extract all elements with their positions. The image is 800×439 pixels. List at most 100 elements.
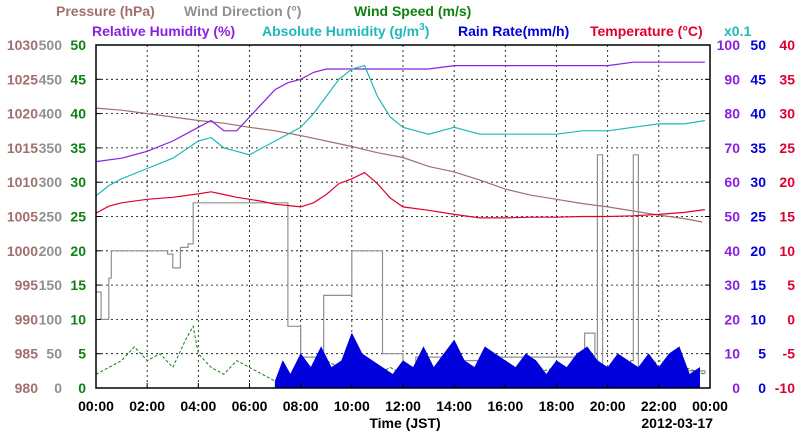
y-tick-pressure: 1015 — [7, 140, 38, 156]
y-tick-temperature: 35 — [779, 71, 795, 87]
y-tick-relative-humidity: 100 — [717, 37, 741, 53]
y-tick-relative-humidity: 70 — [724, 140, 740, 156]
y-tick-pressure: 1010 — [7, 174, 38, 190]
y-tick-rain-rate: 10 — [750, 311, 766, 327]
y-tick-wind-speed: 35 — [70, 140, 86, 156]
header-rain-rate: Rain Rate(mm/h) — [458, 23, 569, 39]
x-tick-label: 00:00 — [692, 398, 728, 414]
y-tick-temperature: 30 — [779, 106, 795, 122]
y-tick-relative-humidity: 90 — [724, 71, 740, 87]
y-tick-rain-rate: 0 — [758, 380, 766, 396]
y-tick-wind-direction: 350 — [39, 140, 63, 156]
y-tick-relative-humidity: 60 — [724, 174, 740, 190]
y-tick-wind-direction: 500 — [39, 37, 63, 53]
x-tick-label: 04:00 — [180, 398, 216, 414]
y-tick-pressure: 1020 — [7, 106, 38, 122]
y-tick-relative-humidity: 50 — [724, 209, 740, 225]
y-tick-rain-rate: 40 — [750, 106, 766, 122]
plot-frame — [95, 44, 711, 389]
header-relative-humidity: Relative Humidity (%) — [92, 23, 235, 39]
y-tick-temperature: 0 — [787, 311, 795, 327]
y-tick-wind-direction: 400 — [39, 106, 63, 122]
y-tick-relative-humidity: 30 — [724, 277, 740, 293]
y-tick-wind-speed: 0 — [78, 380, 86, 396]
y-tick-rain-rate: 5 — [758, 346, 766, 362]
header-scale-note: x0.1 — [724, 23, 751, 39]
header-pressure: Pressure (hPa) — [56, 3, 155, 19]
series-layer — [95, 61, 706, 389]
y-tick-wind-speed: 45 — [70, 71, 86, 87]
y-tick-temperature: -5 — [783, 346, 796, 362]
y-tick-rain-rate: 35 — [750, 140, 766, 156]
y-tick-temperature: 10 — [779, 243, 795, 259]
x-tick-label: 18:00 — [539, 398, 575, 414]
y-tick-wind-speed: 5 — [78, 346, 86, 362]
header-wind-direction: Wind Direction (°) — [184, 3, 301, 19]
x-tick-label: 02:00 — [129, 398, 165, 414]
x-tick-label: 12:00 — [385, 398, 421, 414]
y-tick-pressure: 980 — [15, 380, 39, 396]
y-tick-rain-rate: 20 — [750, 243, 766, 259]
x-tick-label: 20:00 — [590, 398, 626, 414]
y-tick-wind-direction: 200 — [39, 243, 63, 259]
y-tick-pressure: 995 — [15, 277, 39, 293]
y-tick-temperature: 5 — [787, 277, 795, 293]
x-tick-label: 10:00 — [334, 398, 370, 414]
y-tick-pressure: 1030 — [7, 37, 38, 53]
x-tick-label: 08:00 — [283, 398, 319, 414]
y-tick-rain-rate: 15 — [750, 277, 766, 293]
series-rain-rate — [274, 332, 701, 389]
y-tick-relative-humidity: 80 — [724, 106, 740, 122]
series-pressure-0 — [95, 107, 703, 223]
series-wind-speed-2 — [95, 324, 706, 382]
y-tick-relative-humidity: 0 — [732, 380, 740, 396]
series-temperature-6 — [95, 171, 705, 219]
y-tick-pressure: 1025 — [7, 71, 38, 87]
y-tick-wind-direction: 0 — [54, 380, 62, 396]
date-label: 2012-03-17 — [641, 415, 713, 431]
y-tick-wind-speed: 40 — [70, 106, 86, 122]
x-tick-label: 06:00 — [232, 398, 268, 414]
header-absolute-humidity: Absolute Humidity (g/m3) — [262, 22, 429, 39]
y-tick-rain-rate: 50 — [750, 37, 766, 53]
y-tick-temperature: 40 — [779, 37, 795, 53]
series-wind-direction-1 — [96, 154, 706, 379]
series-relative-humidity-4 — [95, 64, 705, 197]
header-wind-speed: Wind Speed (m/s) — [354, 3, 471, 19]
y-tick-temperature: 15 — [779, 209, 795, 225]
y-tick-temperature: -10 — [775, 380, 795, 396]
x-tick-label: 14:00 — [436, 398, 472, 414]
y-tick-wind-speed: 20 — [70, 243, 86, 259]
x-axis-label: Time (JST) — [369, 415, 440, 431]
y-tick-wind-direction: 150 — [39, 277, 63, 293]
y-tick-wind-direction: 100 — [39, 311, 63, 327]
y-tick-pressure: 990 — [15, 311, 39, 327]
header-temperature: Temperature (°C) — [590, 23, 703, 39]
x-tick-label: 00:00 — [78, 398, 114, 414]
y-tick-rain-rate: 45 — [750, 71, 766, 87]
y-tick-rain-rate: 30 — [750, 174, 766, 190]
x-axis: 00:00 02:00 04:00 06:00 08:00 10:00 12:00 14:00… — [78, 398, 728, 414]
series-relative-humidity-3 — [95, 61, 705, 163]
y-tick-wind-speed: 50 — [70, 37, 86, 53]
y-tick-pressure: 985 — [15, 346, 39, 362]
y-tick-wind-speed: 10 — [70, 311, 86, 327]
x-tick-label: 16:00 — [487, 398, 523, 414]
y-tick-pressure: 1005 — [7, 209, 38, 225]
y-tick-temperature: 20 — [779, 174, 795, 190]
y-tick-wind-speed: 30 — [70, 174, 86, 190]
y-tick-pressure: 1000 — [7, 243, 38, 259]
y-tick-relative-humidity: 40 — [724, 243, 740, 259]
y-tick-temperature: 25 — [779, 140, 795, 156]
y-tick-wind-direction: 50 — [46, 346, 62, 362]
y-tick-rain-rate: 25 — [750, 209, 766, 225]
y-tick-wind-speed: 15 — [70, 277, 86, 293]
axes-layer: 1030102510201015101010051000995990985980… — [7, 37, 795, 396]
y-tick-relative-humidity: 20 — [724, 311, 740, 327]
x-tick-label: 22:00 — [641, 398, 677, 414]
y-tick-wind-direction: 300 — [39, 174, 63, 190]
y-tick-wind-direction: 250 — [39, 209, 63, 225]
y-tick-wind-speed: 25 — [70, 209, 86, 225]
